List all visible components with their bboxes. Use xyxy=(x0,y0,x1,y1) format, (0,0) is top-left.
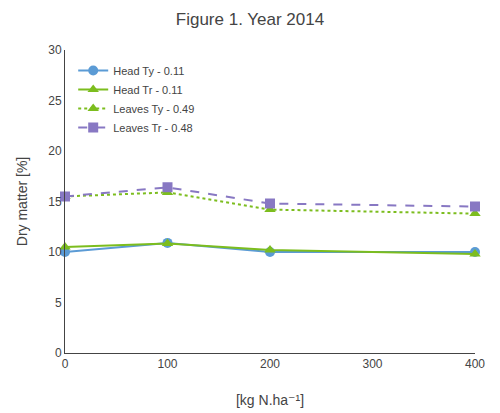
svg-text:Figure 1. Year 2014: Figure 1. Year 2014 xyxy=(176,10,324,29)
svg-text:Leaves Ty - 0.49: Leaves Ty - 0.49 xyxy=(113,103,194,115)
svg-text:Head Ty - 0.11: Head Ty - 0.11 xyxy=(113,65,184,77)
svg-text:30: 30 xyxy=(48,43,62,57)
svg-text:20: 20 xyxy=(48,144,62,158)
svg-text:Head Tr - 0.11: Head Tr - 0.11 xyxy=(113,84,183,96)
svg-text:100: 100 xyxy=(157,357,177,371)
svg-text:200: 200 xyxy=(260,357,280,371)
svg-text:0: 0 xyxy=(62,357,69,371)
svg-text:Leaves Tr - 0.48: Leaves Tr - 0.48 xyxy=(113,122,193,134)
svg-text:[kg N.ha⁻¹]: [kg N.ha⁻¹] xyxy=(236,392,304,408)
svg-text:25: 25 xyxy=(48,94,62,108)
svg-text:400: 400 xyxy=(465,357,485,371)
svg-text:300: 300 xyxy=(362,357,382,371)
svg-text:15: 15 xyxy=(48,195,62,209)
svg-text:5: 5 xyxy=(55,296,62,310)
svg-text:0: 0 xyxy=(55,346,62,360)
svg-text:Dry matter [%]: Dry matter [%] xyxy=(14,157,30,246)
svg-text:10: 10 xyxy=(48,245,62,259)
